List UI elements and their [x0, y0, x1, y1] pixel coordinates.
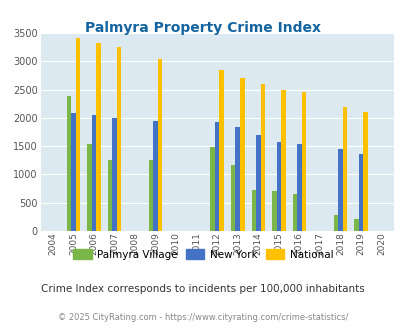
Bar — [333, 214, 337, 231]
Bar — [158, 59, 162, 231]
Text: Palmyra Property Crime Index: Palmyra Property Crime Index — [85, 21, 320, 35]
Bar — [149, 160, 153, 231]
Bar — [107, 160, 112, 231]
Text: © 2025 CityRating.com - https://www.cityrating.com/crime-statistics/: © 2025 CityRating.com - https://www.city… — [58, 313, 347, 322]
Bar — [353, 219, 358, 231]
Bar — [362, 112, 367, 231]
Bar — [96, 43, 100, 231]
Bar — [112, 118, 117, 231]
Bar — [256, 135, 260, 231]
Bar — [251, 190, 256, 231]
Bar — [239, 78, 244, 231]
Bar — [280, 90, 285, 231]
Bar — [66, 96, 71, 231]
Bar — [301, 92, 305, 231]
Bar — [214, 122, 219, 231]
Bar — [92, 115, 96, 231]
Bar — [292, 194, 296, 231]
Bar — [75, 38, 80, 231]
Bar — [296, 144, 301, 231]
Bar — [153, 121, 158, 231]
Bar — [87, 145, 92, 231]
Bar — [219, 70, 224, 231]
Bar — [235, 127, 239, 231]
Bar — [271, 191, 276, 231]
Bar — [260, 84, 264, 231]
Bar — [358, 154, 362, 231]
Bar — [342, 107, 346, 231]
Bar — [71, 113, 75, 231]
Bar — [337, 149, 342, 231]
Bar — [210, 147, 214, 231]
Bar — [276, 142, 280, 231]
Bar — [117, 47, 121, 231]
Legend: Palmyra Village, New York, National: Palmyra Village, New York, National — [68, 245, 337, 264]
Text: Crime Index corresponds to incidents per 100,000 inhabitants: Crime Index corresponds to incidents per… — [41, 284, 364, 294]
Bar — [230, 165, 235, 231]
